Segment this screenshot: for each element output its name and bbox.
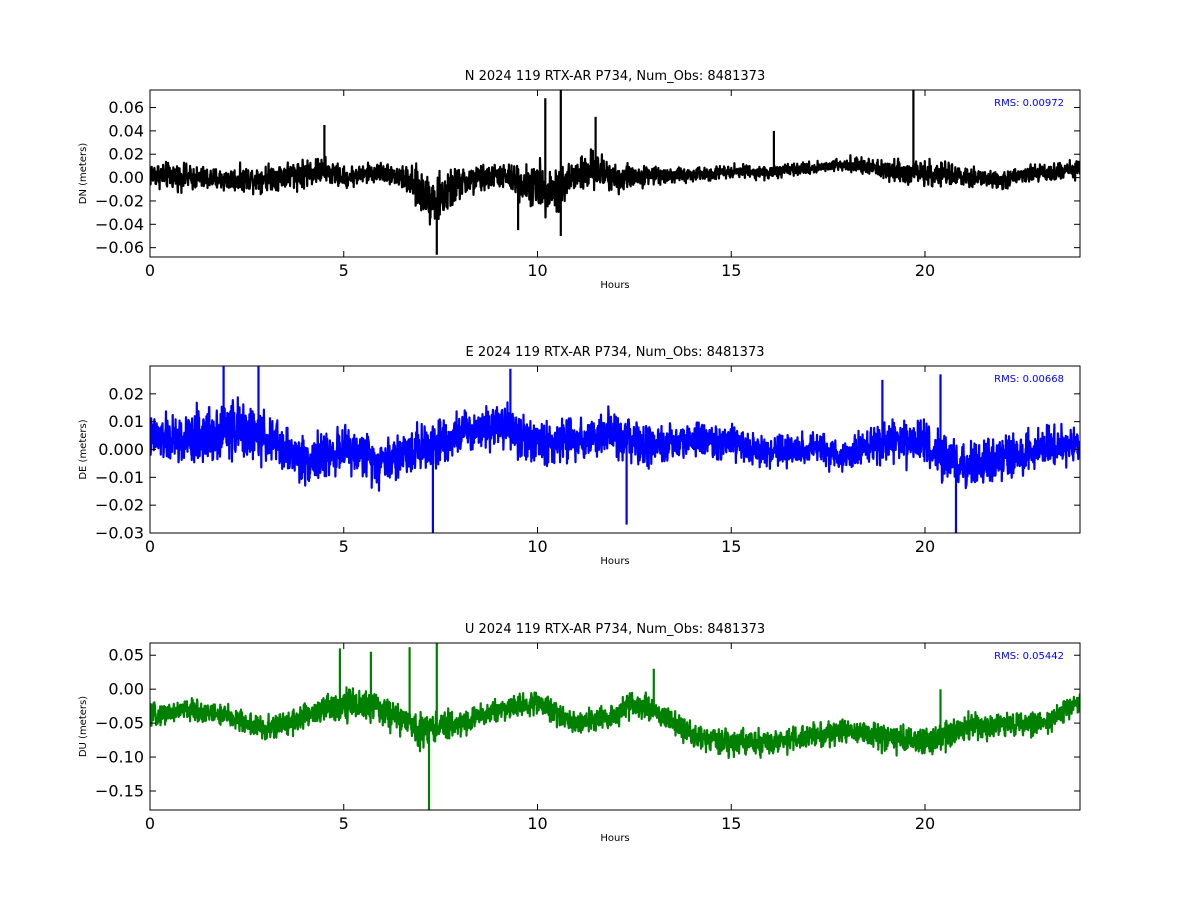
y-tick-label: −0.05 <box>95 714 144 733</box>
y-axis-label: DN (meters) <box>78 143 89 205</box>
rms-annotation: RMS: 0.00972 <box>994 98 1064 109</box>
rms-annotation: RMS: 0.00668 <box>994 374 1064 385</box>
chart-title: E 2024 119 RTX-AR P734, Num_Obs: 8481373 <box>466 345 765 360</box>
x-tick-label: 15 <box>721 814 741 833</box>
y-tick-label: −0.01 <box>95 468 144 487</box>
x-tick-label: 10 <box>527 537 547 556</box>
x-tick-label: 5 <box>339 814 349 833</box>
y-axis-label: DU (meters) <box>78 696 89 757</box>
y-tick-label: 0.02 <box>108 145 144 164</box>
y-tick-label: 0.01 <box>108 412 144 431</box>
x-tick-label: 20 <box>915 261 935 280</box>
y-tick-label: −0.10 <box>95 748 144 767</box>
y-tick-label: 0.00 <box>108 168 144 187</box>
y-tick-label: −0.04 <box>95 215 144 234</box>
plot-frame <box>149 642 1081 811</box>
series-line <box>150 366 1080 533</box>
panel-up: U 2024 119 RTX-AR P734, Num_Obs: 8481373… <box>78 622 1081 844</box>
y-tick-label: 0.06 <box>108 98 144 117</box>
x-axis-label: Hours <box>600 556 629 567</box>
x-tick-label: 10 <box>527 814 547 833</box>
panel-east: E 2024 119 RTX-AR P734, Num_Obs: 8481373… <box>78 345 1081 567</box>
y-axis-label: DE (meters) <box>78 419 89 479</box>
x-axis-label: Hours <box>600 833 629 844</box>
y-tick-label: 0.04 <box>108 121 144 140</box>
series-line <box>150 90 1080 255</box>
x-tick-label: 10 <box>527 261 547 280</box>
x-tick-label: 0 <box>145 537 155 556</box>
y-tick-label: −0.02 <box>95 191 144 210</box>
y-tick-label: 0.00 <box>108 680 144 699</box>
x-tick-label: 15 <box>721 537 741 556</box>
x-axis-label: Hours <box>600 280 629 291</box>
x-tick-label: 15 <box>721 261 741 280</box>
x-tick-label: 0 <box>145 814 155 833</box>
x-tick-label: 20 <box>915 537 935 556</box>
series-line <box>150 643 1080 810</box>
x-tick-label: 5 <box>339 537 349 556</box>
plot-frame <box>149 89 1081 258</box>
chart-title: U 2024 119 RTX-AR P734, Num_Obs: 8481373 <box>465 622 765 637</box>
y-tick-label: 0.05 <box>108 646 144 665</box>
y-tick-label: 0.02 <box>108 384 144 403</box>
x-tick-label: 0 <box>145 261 155 280</box>
y-tick-label: −0.15 <box>95 781 144 800</box>
y-tick-label: 0.000 <box>98 440 144 459</box>
x-tick-label: 5 <box>339 261 349 280</box>
y-tick-label: −0.03 <box>95 524 144 543</box>
y-tick-label: −0.02 <box>95 496 144 515</box>
panel-north: N 2024 119 RTX-AR P734, Num_Obs: 8481373… <box>78 69 1081 291</box>
chart-title: N 2024 119 RTX-AR P734, Num_Obs: 8481373 <box>465 69 765 84</box>
y-tick-label: −0.06 <box>95 238 144 257</box>
rms-annotation: RMS: 0.05442 <box>994 651 1064 662</box>
x-tick-label: 20 <box>915 814 935 833</box>
